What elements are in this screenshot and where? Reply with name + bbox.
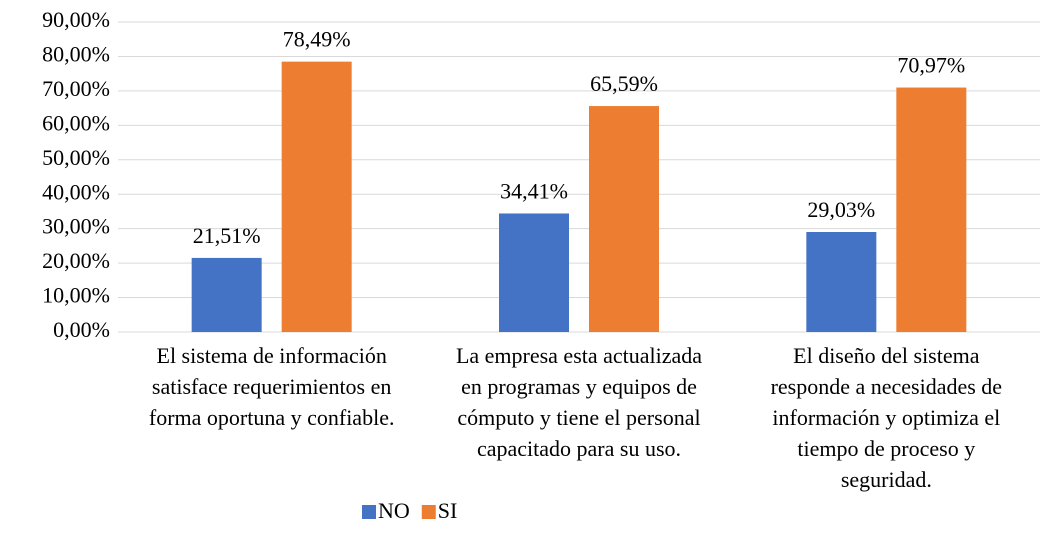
x-tick-label: capacitado para su uso. xyxy=(477,436,681,461)
x-tick-label: en programas y equipos de xyxy=(461,374,697,399)
legend-label: NO xyxy=(378,498,410,523)
y-tick-label: 20,00% xyxy=(42,248,110,273)
y-tick-label: 30,00% xyxy=(42,214,110,239)
x-tick-label: El diseño del sistema xyxy=(793,343,980,368)
x-tick-label: responde a necesidades de xyxy=(771,374,1003,399)
bar xyxy=(896,87,967,332)
y-tick-label: 70,00% xyxy=(42,76,110,101)
x-tick-label: información y optimiza el xyxy=(772,405,1000,430)
data-label: 78,49% xyxy=(283,27,351,52)
legend-swatch xyxy=(421,505,436,519)
x-tick-label: satisface requerimientos en xyxy=(152,374,391,399)
data-label: 65,59% xyxy=(590,71,658,96)
x-tick-label: seguridad. xyxy=(841,467,932,492)
data-label: 34,41% xyxy=(500,179,568,204)
legend-swatch xyxy=(362,505,376,519)
bar xyxy=(499,213,569,332)
x-tick-label: La empresa esta actualizada xyxy=(456,343,702,368)
y-tick-label: 80,00% xyxy=(42,41,110,66)
bar xyxy=(589,106,659,332)
data-label: 21,51% xyxy=(193,223,261,248)
data-label: 29,03% xyxy=(807,197,875,222)
y-tick-label: 0,00% xyxy=(53,317,110,342)
y-tick-label: 40,00% xyxy=(42,179,110,204)
bar xyxy=(281,61,352,332)
bar xyxy=(191,257,262,332)
bar xyxy=(806,232,877,332)
y-tick-label: 10,00% xyxy=(42,283,110,308)
x-tick-label: forma oportuna y confiable. xyxy=(149,405,395,430)
legend-label: SI xyxy=(438,498,458,523)
data-label: 70,97% xyxy=(897,53,965,78)
x-tick-label: El sistema de información xyxy=(157,343,387,368)
y-tick-label: 60,00% xyxy=(42,110,110,135)
y-tick-label: 50,00% xyxy=(42,145,110,170)
y-tick-label: 90,00% xyxy=(42,7,110,32)
x-tick-label: cómputo y tiene el personal xyxy=(457,405,700,430)
x-tick-label: tiempo de proceso y xyxy=(797,436,975,461)
